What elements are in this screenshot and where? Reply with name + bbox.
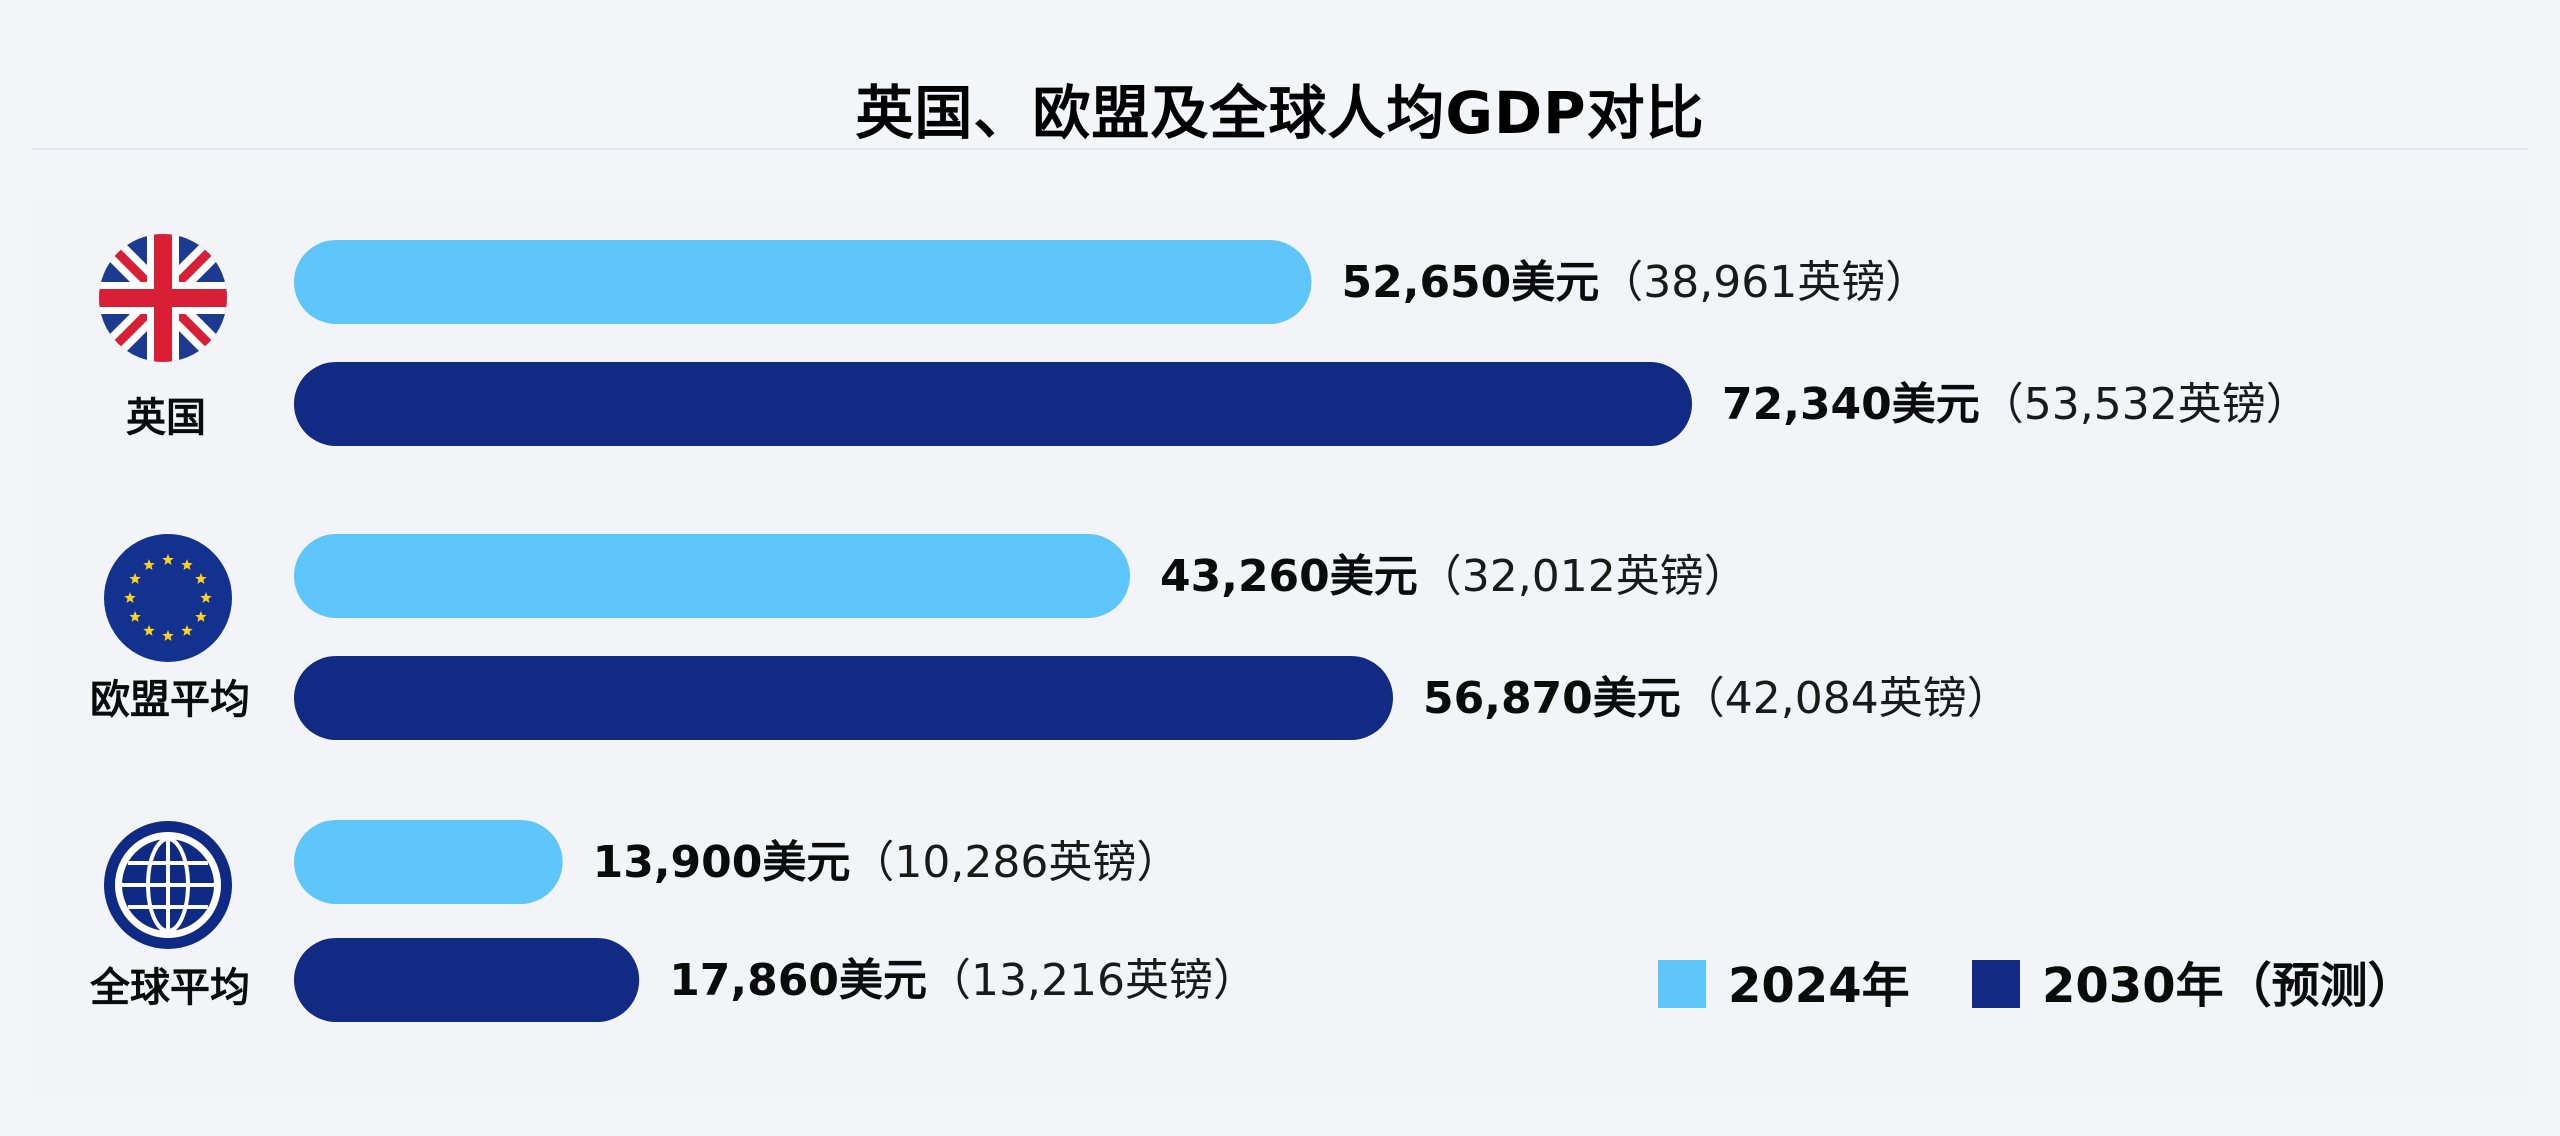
eu-star	[181, 559, 193, 570]
eu-star	[129, 573, 141, 584]
bar-2030-2	[294, 938, 640, 1022]
eu-star	[129, 611, 141, 622]
bar-value-usd: 43,260美元	[1160, 551, 1418, 602]
eu-flag-icon	[104, 534, 232, 662]
uk-flag-icon	[99, 234, 227, 362]
bar-value-label: 43,260美元（32,012英镑）	[1160, 551, 1748, 602]
eu-star	[143, 624, 155, 636]
legend-swatch-2024	[1658, 960, 1706, 1008]
category-label: 英国	[126, 395, 206, 441]
legend-label: 2024年	[1728, 958, 1910, 1014]
bar-value-gbp: （13,216英镑）	[927, 955, 1257, 1006]
bar-value-label: 17,860美元（13,216英镑）	[669, 955, 1257, 1006]
eu-star	[181, 624, 193, 636]
eu-star	[162, 630, 174, 641]
bar-value-usd: 52,650美元	[1342, 257, 1600, 308]
bar-value-usd: 17,860美元	[669, 955, 927, 1006]
category-label: 欧盟平均	[90, 677, 250, 723]
category-label: 全球平均	[89, 965, 250, 1011]
labels-layer: 52,650美元（38,961英镑） 72,340美元（53,532英镑） 43,2…	[593, 257, 2310, 1006]
bar-value-gbp: （32,012英镑）	[1418, 551, 1748, 602]
eu-star	[195, 611, 207, 622]
bar-value-gbp: （53,532英镑）	[1980, 379, 2310, 430]
bar-value-gbp: （38,961英镑）	[1599, 257, 1929, 308]
title-divider	[32, 148, 2528, 150]
icons-layer	[99, 234, 232, 949]
bar-value-label: 13,900美元（10,286英镑）	[593, 837, 1181, 888]
bar-value-label: 56,870美元（42,084英镑）	[1423, 673, 2011, 724]
legend: 2024年 2030年（预测）	[1658, 958, 2416, 1014]
bar-value-label: 72,340美元（53,532英镑）	[1722, 379, 2310, 430]
eu-star	[124, 592, 136, 603]
bar-value-usd: 13,900美元	[593, 837, 851, 888]
eu-star	[162, 554, 174, 565]
eu-star	[143, 559, 155, 570]
bar-value-usd: 72,340美元	[1722, 379, 1980, 430]
eu-star	[200, 592, 212, 603]
bar-value-usd: 56,870美元	[1423, 673, 1681, 724]
bars-layer	[294, 240, 1692, 1022]
legend-swatch-2030	[1972, 960, 2020, 1008]
bar-2024-0	[294, 240, 1312, 324]
eu-star	[195, 573, 207, 584]
globe-icon	[104, 821, 232, 949]
bar-2030-0	[294, 362, 1692, 446]
bar-value-gbp: （10,286英镑）	[850, 837, 1180, 888]
bar-value-gbp: （42,084英镑）	[1681, 673, 2011, 724]
bar-2030-1	[294, 656, 1393, 740]
bar-value-label: 52,650美元（38,961英镑）	[1342, 257, 1930, 308]
bar-2024-1	[294, 534, 1130, 618]
legend-label: 2030年（预测）	[2042, 958, 2416, 1014]
chart-title: 英国、欧盟及全球人均GDP对比	[855, 79, 1705, 147]
bar-2024-2	[294, 820, 563, 904]
